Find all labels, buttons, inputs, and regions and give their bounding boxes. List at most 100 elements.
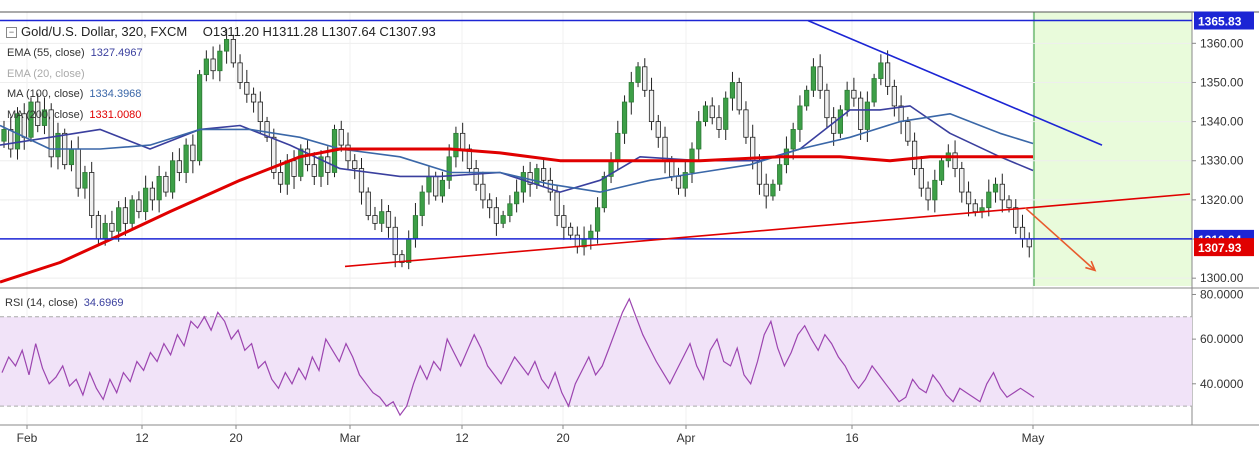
rsi-band — [0, 316, 1192, 407]
candle-body — [109, 222, 115, 232]
projection-region — [1034, 12, 1192, 286]
candle-body — [446, 156, 452, 181]
indicator-ma100[interactable]: MA (100, close) 1334.3968 — [7, 88, 141, 100]
candle-body — [743, 109, 749, 138]
candle-body — [163, 175, 169, 193]
candle-body — [176, 160, 182, 173]
candle-body — [399, 254, 405, 263]
candle-body — [116, 207, 122, 232]
candle-body — [709, 105, 715, 119]
candle-body — [460, 132, 466, 150]
candle-body — [8, 129, 14, 150]
candle-body — [419, 191, 425, 216]
candle-body — [183, 144, 189, 173]
candle-body — [1019, 226, 1026, 240]
rsi-tick-label: 40.0000 — [1200, 377, 1244, 391]
background-layer — [1033, 12, 1192, 286]
rsi-legend[interactable]: RSI (14, close) 34.6969 — [5, 297, 124, 309]
series-layer — [0, 105, 1034, 284]
candle-body — [271, 136, 277, 173]
time-tick-label: 20 — [229, 431, 243, 445]
candle-body — [804, 89, 810, 107]
candle-body — [89, 172, 95, 216]
candle-body — [851, 89, 857, 99]
candle-body — [561, 215, 567, 228]
candle-body — [136, 199, 142, 213]
candle-body — [223, 39, 230, 52]
candle-body — [149, 187, 155, 201]
candle-body — [500, 215, 506, 224]
candle-body — [406, 238, 412, 263]
rsi-label: RSI (14, close) — [5, 297, 78, 309]
candle-body — [156, 175, 162, 201]
candle-body — [885, 62, 891, 87]
candle-body — [635, 66, 641, 83]
candle-body — [918, 168, 924, 189]
candle-body — [986, 191, 992, 209]
chart-title-row: − Gold/U.S. Dollar, 320, FXCM O1311.20 H1… — [6, 24, 436, 39]
time-tick-label: 12 — [135, 431, 149, 445]
candle-body — [338, 129, 344, 146]
candle-body — [514, 191, 520, 205]
candle-body — [898, 105, 904, 122]
rsi-layer — [0, 297, 1192, 417]
candle-body — [426, 175, 432, 193]
candle-body — [480, 183, 486, 201]
candle-body — [648, 89, 655, 122]
candle-body — [952, 152, 958, 169]
candle-body — [662, 136, 668, 162]
price-tick-label: 1340.00 — [1200, 115, 1244, 129]
candle-body — [723, 97, 729, 130]
candle-body — [1, 129, 7, 142]
candle-body — [959, 168, 965, 193]
candle-body — [756, 160, 763, 185]
candle-body — [129, 199, 135, 224]
trendline — [344, 193, 1191, 268]
ma200-line — [0, 147, 1033, 284]
collapse-icon[interactable]: − — [6, 27, 17, 38]
candle-body — [594, 207, 601, 232]
candle-body — [615, 132, 621, 162]
candle-body — [197, 74, 203, 162]
axis-layer: 1300.001310.001320.001330.001340.001350.… — [17, 11, 1254, 445]
indicator-ema55[interactable]: EMA (55, close) 1327.4967 — [7, 47, 143, 59]
candle-body — [992, 183, 999, 193]
candle-body — [250, 93, 257, 103]
time-tick-label: 20 — [556, 431, 570, 445]
price-label-text: 1307.93 — [1198, 241, 1242, 255]
candle-body — [190, 144, 196, 162]
candle-body — [878, 62, 884, 79]
candle-body — [655, 121, 661, 138]
candle-body — [965, 191, 972, 205]
candle-body — [257, 101, 263, 123]
candle-body — [203, 58, 209, 76]
candle-body — [217, 50, 223, 72]
indicator-value: 1331.0080 — [89, 109, 142, 121]
candle-body — [230, 39, 236, 64]
candle-body — [864, 101, 870, 130]
trendline — [807, 19, 1103, 146]
candle-body — [682, 172, 688, 189]
rsi-line — [1, 297, 1035, 417]
candle-body — [1026, 238, 1032, 248]
candle-body — [507, 203, 513, 216]
rsi-value: 34.6969 — [83, 297, 124, 309]
candle-body — [702, 105, 709, 122]
time-tick-label: May — [1022, 431, 1045, 445]
candle-body — [588, 230, 594, 240]
candle-body — [810, 66, 817, 91]
candle-body — [520, 172, 526, 193]
indicator-ma200[interactable]: MA (200, close) 1331.0080 — [7, 109, 141, 121]
candle-body — [932, 179, 938, 201]
candle-body — [453, 132, 459, 158]
time-tick-label: 12 — [455, 431, 469, 445]
candle-body — [170, 160, 176, 193]
time-tick-label: Mar — [340, 431, 361, 445]
indicator-ema20[interactable]: EMA (20, close) — [7, 68, 85, 80]
candle-body — [28, 101, 34, 138]
rsi-tick-label: 80.0000 — [1200, 287, 1244, 301]
candle-body — [210, 58, 216, 72]
ma100-line — [0, 113, 1034, 193]
candle-body — [493, 207, 499, 224]
